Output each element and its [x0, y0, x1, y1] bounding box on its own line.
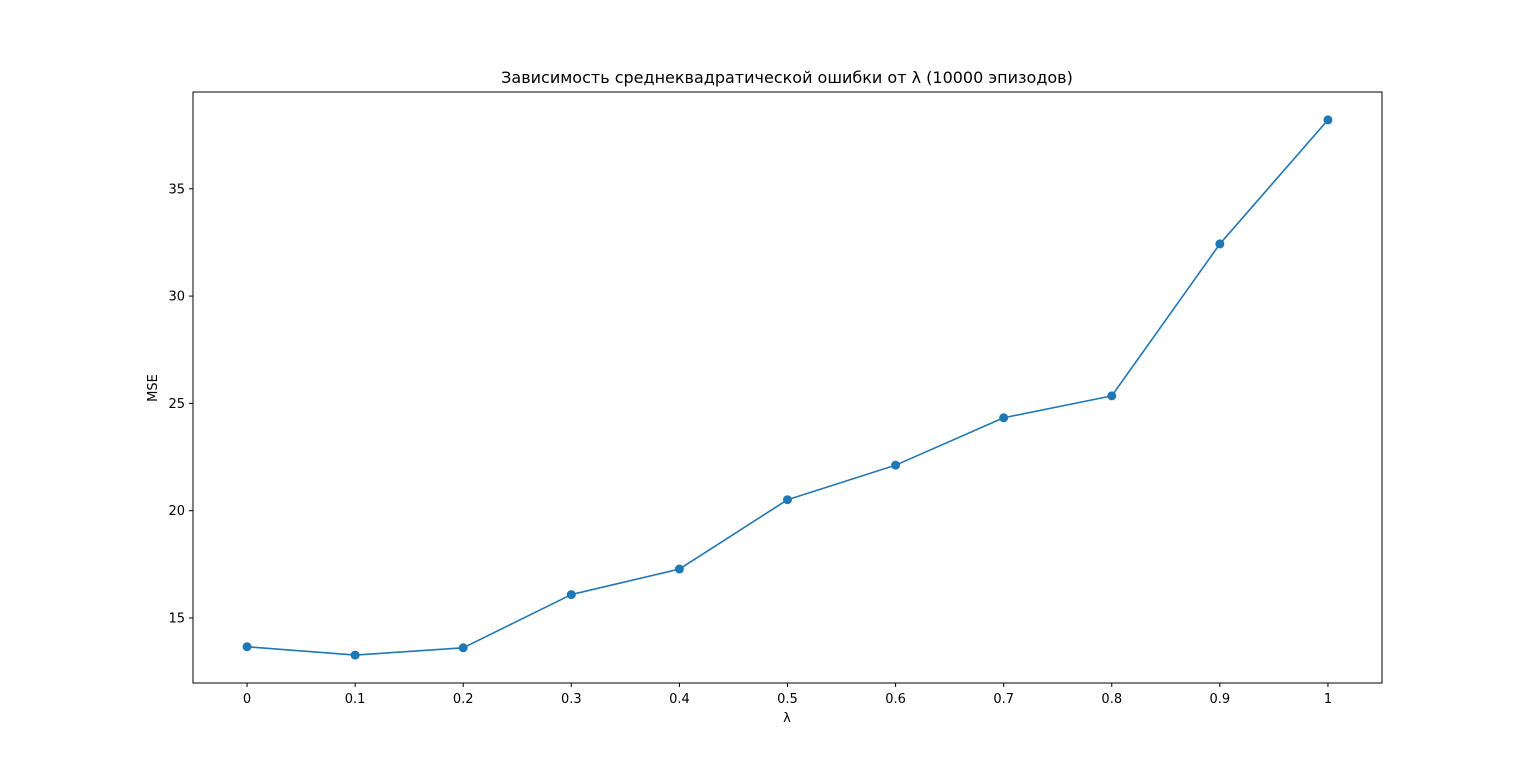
y-tick-label: 30: [168, 290, 185, 305]
x-tick-label: 0.2: [453, 692, 474, 707]
data-point: [783, 495, 792, 505]
x-axis: 0 0.1 0.2 0.3 0.4 0.5 0.6 0.7 0.8 0.9 1: [243, 683, 1332, 707]
data-point: [999, 413, 1009, 423]
x-tick-label: 0.5: [777, 692, 798, 707]
data-point: [566, 590, 576, 600]
x-tick-label: 0: [243, 692, 251, 707]
series-line: [246, 119, 1329, 656]
x-axis-title: λ: [783, 711, 791, 726]
x-tick-label: 0.6: [885, 692, 906, 707]
x-tick-label: 0.9: [1210, 692, 1231, 707]
data-point: [1215, 239, 1225, 249]
x-tick-label: 0.7: [993, 692, 1014, 707]
series-layer: [242, 115, 1333, 660]
x-tick-label: 0.1: [345, 692, 366, 707]
x-tick-label: 0.8: [1101, 692, 1122, 707]
y-tick-label: 15: [168, 611, 185, 626]
y-axis-title: MSE: [146, 374, 161, 402]
data-point: [458, 643, 468, 653]
y-tick-label: 20: [168, 504, 185, 519]
x-tick-label: 1: [1324, 692, 1332, 707]
y-axis: 15 20 25 30 35: [168, 182, 193, 626]
data-point: [1323, 115, 1333, 125]
chart-title: Зависимость среднеквадратической ошибки …: [501, 68, 1073, 87]
data-point: [242, 642, 252, 652]
x-tick-label: 0.4: [669, 692, 690, 707]
data-point: [891, 460, 901, 470]
plot-frame: [192, 91, 1383, 684]
data-point: [350, 650, 360, 660]
data-point: [674, 564, 684, 574]
y-tick-label: 25: [168, 397, 185, 412]
y-tick-label: 35: [168, 182, 185, 197]
x-tick-label: 0.3: [561, 692, 582, 707]
data-point: [1107, 391, 1117, 401]
